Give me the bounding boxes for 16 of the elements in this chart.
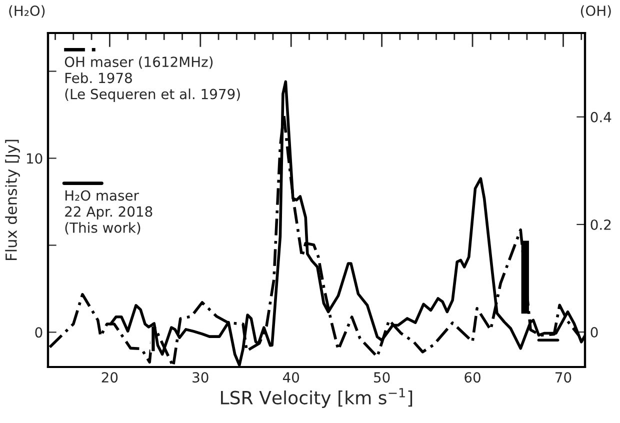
y2-tick-label: 0.2 <box>590 219 611 230</box>
legend-label: H₂O maser 22 Apr. 2018 (This work) <box>65 190 152 235</box>
x-tick-label: 50 <box>374 372 390 383</box>
y2-axis-title: (OH) <box>580 5 611 18</box>
x-tick-label: 60 <box>464 372 480 383</box>
x-tick-label: 70 <box>556 372 572 383</box>
y2-tick-label: 0 <box>590 327 598 338</box>
y2-tick-label: 0.4 <box>590 112 612 122</box>
text: (H₂O) <box>9 5 45 18</box>
y-axis-title: Flux density [Jy] <box>5 140 20 260</box>
x-tick-label: 30 <box>192 372 208 383</box>
x-tick-label: 40 <box>282 372 300 383</box>
x-axis-title: LSR Velocity [km s$^{−1}$] <box>221 388 412 408</box>
x-tick-label: 20 <box>102 372 118 383</box>
legend-label: OH maser (1612MHz) Feb. 1978 (Le Sequeren et al. 1979) <box>64 56 240 102</box>
y-tick-label: 10 <box>26 153 42 164</box>
